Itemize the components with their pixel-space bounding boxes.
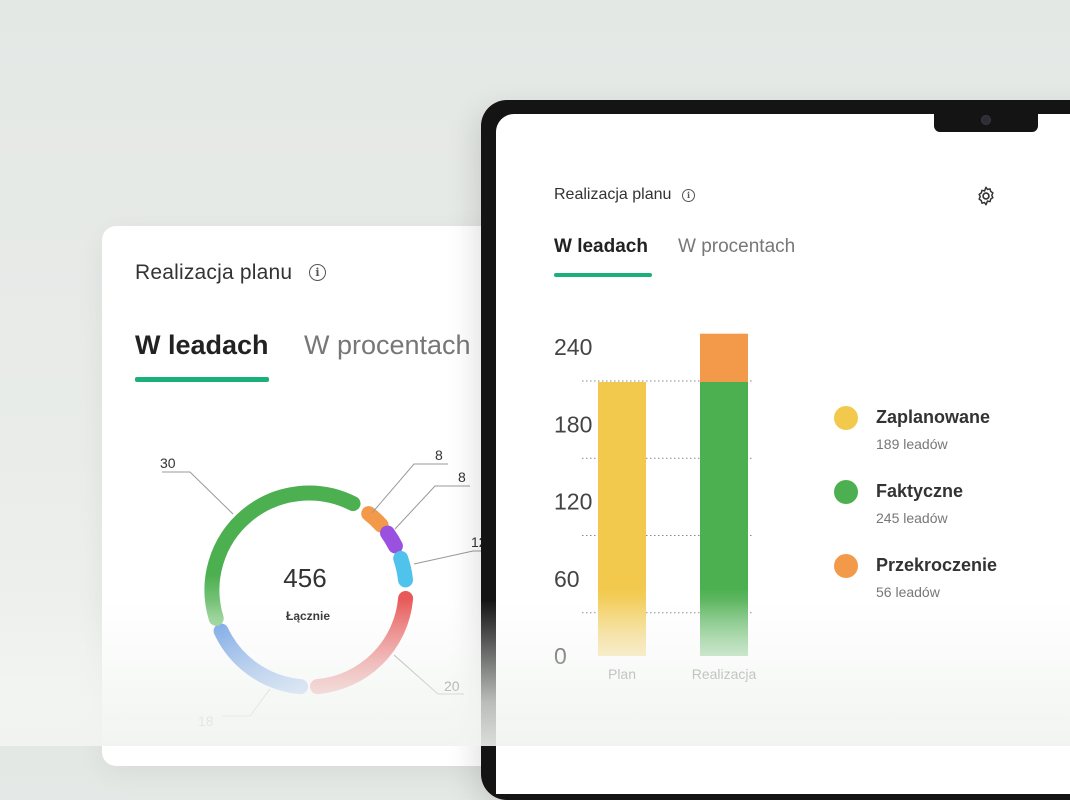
bar-przekroczenie [700,333,748,382]
x-category-label: Realizacja [692,666,757,682]
legend-item-przekroczenie: Przekroczenie 56 leadów [834,552,1034,612]
active-tab-indicator [554,273,652,277]
donut-total: 456 [283,563,326,593]
y-tick-label: 0 [554,643,567,669]
legend-dot [834,554,858,578]
donut-segment [380,525,403,554]
donut-segment [213,623,308,695]
active-tab-indicator [135,377,269,382]
donut-segment [204,485,361,626]
device-screen: Realizacja planu i W leadach W procentac… [496,114,1070,794]
legend-item-zaplanowane: Zaplanowane 189 leadów [834,404,1034,464]
donut-label: 8 [435,447,443,463]
bar-fade [700,382,748,656]
legend-item-faktyczne: Faktyczne 245 leadów [834,478,1034,538]
legend-dot [834,480,858,504]
donut-segment [393,550,413,588]
gear-icon[interactable] [975,185,997,207]
tab-w-leadach[interactable]: W leadach [554,236,648,257]
donut-segment [310,591,414,695]
legend-name: Faktyczne [876,481,964,501]
x-category-label: Plan [608,666,636,682]
leader-line [222,688,271,717]
legend-sub: 189 leadów [876,436,948,452]
y-tick-label: 180 [554,411,592,437]
donut-label: 18 [198,713,214,729]
y-tick-label: 60 [554,566,580,592]
tab-w-procentach[interactable]: W procentach [304,330,471,360]
leader-line [162,471,234,515]
info-icon[interactable]: i [682,189,695,202]
card-title: Realizacja planu [554,186,672,203]
card-title: Realizacja planu [135,261,293,284]
back-card: Realizacja planu i W leadach W procentac… [102,226,522,766]
legend-name: Przekroczenie [876,555,998,575]
donut-label: 30 [160,455,176,471]
legend-dot [834,406,858,430]
donut-label: 8 [458,469,466,485]
legend-sub: 56 leadów [876,584,940,600]
leader-line [371,463,448,514]
donut-chart: 30 8 8 12 20 18 456 Łącznie [160,447,522,729]
tab-w-procentach[interactable]: W procentach [678,236,796,257]
donut-segment [361,506,389,533]
y-tick-label: 240 [554,334,592,360]
info-icon[interactable]: i [309,264,326,281]
y-tick-label: 120 [554,489,592,515]
leader-line [394,485,470,530]
legend-sub: 245 leadów [876,510,948,526]
camera-icon [982,116,990,124]
bar-fade [598,382,646,656]
tab-w-leadach[interactable]: W leadach [135,330,269,360]
donut-label: 20 [444,678,460,694]
legend-name: Zaplanowane [876,407,991,427]
donut-total-label: Łącznie [286,609,330,623]
